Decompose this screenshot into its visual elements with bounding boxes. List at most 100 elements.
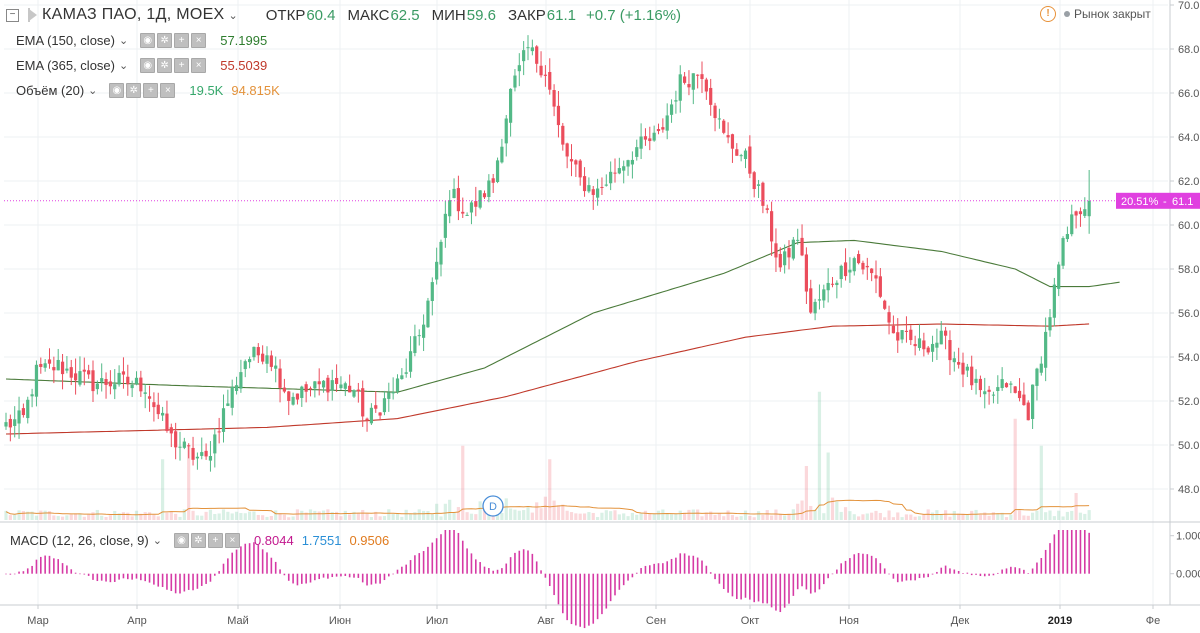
candle (717, 108, 721, 129)
volume-bar (1004, 517, 1009, 520)
symbol-title[interactable]: КАМАЗ ПАО, 1Д, MOEX (42, 6, 225, 23)
volume-bar (870, 512, 874, 520)
volume-bar (717, 513, 721, 520)
candle (13, 406, 17, 438)
gear-icon[interactable]: ✲ (126, 83, 142, 98)
candle-body (456, 188, 460, 212)
chevron-down-icon[interactable]: ⌄ (88, 85, 98, 97)
macd-bar (931, 573, 934, 575)
candle-body (843, 262, 848, 277)
volume-bar (643, 510, 648, 520)
candle-body (600, 186, 604, 188)
gear-icon[interactable]: ✲ (190, 533, 206, 548)
volume-bar (300, 510, 304, 520)
volume-bar (1083, 513, 1087, 520)
volume-bar (448, 499, 452, 520)
candle-body (200, 452, 204, 456)
candle (300, 385, 304, 407)
chevron-down-icon[interactable]: ⌄ (228, 9, 238, 22)
candle (874, 260, 878, 294)
macd-bar (688, 555, 690, 574)
volume-bar (152, 514, 156, 520)
volume-bar (239, 513, 243, 520)
candle (900, 329, 904, 344)
candle-body (1070, 214, 1074, 235)
volume-bar (339, 516, 343, 520)
macd-bar (849, 558, 851, 574)
candle (313, 380, 317, 398)
macd-bar (218, 571, 220, 574)
plus-icon[interactable]: + (174, 33, 190, 48)
gear-icon[interactable]: ✲ (157, 58, 173, 73)
candle-body (487, 180, 491, 197)
candle-body (1048, 317, 1052, 331)
eye-icon[interactable]: ◉ (140, 33, 156, 48)
indicator-ema150[interactable]: EMA (150, close) ⌄ ◉ ✲ + × 57.1995 (6, 33, 267, 48)
candle (174, 422, 178, 460)
chevron-down-icon[interactable]: ⌄ (119, 60, 129, 72)
indicator-name[interactable]: Объём (20) (16, 83, 85, 98)
candle (121, 357, 126, 389)
candle-body (617, 168, 621, 174)
volume-bar (1039, 445, 1043, 520)
candle-body (509, 88, 513, 123)
indicator-name[interactable]: EMA (150, close) (16, 33, 115, 48)
candle (265, 346, 269, 373)
macd-bar (788, 573, 790, 604)
candle-body (761, 182, 765, 206)
volume-bar (600, 512, 604, 520)
plus-icon[interactable]: + (207, 533, 223, 548)
candle (400, 368, 404, 380)
macd-bar (1049, 543, 1051, 574)
volume-bar (539, 508, 543, 520)
macd-bar (692, 555, 695, 574)
candle (156, 392, 160, 420)
candle-body (804, 254, 808, 292)
candle-body (313, 381, 317, 389)
volume-bar (161, 459, 165, 520)
indicator-ema365[interactable]: EMA (365, close) ⌄ ◉ ✲ + × 55.5039 (6, 58, 267, 73)
plus-icon[interactable]: + (174, 58, 190, 73)
volume-bar (348, 514, 352, 520)
candle (630, 151, 634, 179)
candle (100, 363, 104, 392)
chevron-down-icon[interactable]: ⌄ (152, 535, 162, 547)
candle (395, 374, 400, 394)
candle-body (743, 150, 748, 159)
price-tag-bg (1116, 192, 1200, 209)
flag-icon[interactable] (28, 8, 37, 22)
candle (430, 277, 434, 316)
volume-bar (887, 510, 891, 520)
eye-icon[interactable]: ◉ (140, 58, 156, 73)
candle (609, 161, 613, 191)
macd-bar (79, 573, 81, 575)
indicator-name[interactable]: MACD (12, 26, close, 9) (10, 533, 149, 548)
indicator-name[interactable]: EMA (365, close) (16, 58, 115, 73)
chevron-down-icon[interactable]: ⌄ (119, 35, 129, 47)
collapse-legend-button[interactable]: − (6, 8, 19, 22)
close-icon[interactable]: × (191, 58, 207, 73)
candle-body (857, 254, 861, 264)
candle-body (970, 366, 974, 386)
candle-body (278, 368, 282, 388)
volume-bar (165, 512, 169, 520)
eye-icon[interactable]: ◉ (173, 533, 189, 548)
close-icon[interactable]: × (191, 33, 207, 48)
close-icon[interactable]: × (224, 533, 240, 548)
macd-bar (166, 573, 168, 590)
close-icon[interactable]: × (160, 83, 176, 98)
macd-bar (305, 573, 307, 584)
macd-bar (287, 573, 290, 581)
candle (748, 135, 752, 179)
gear-icon[interactable]: ✲ (157, 33, 173, 48)
plus-icon[interactable]: + (143, 83, 159, 98)
candle (391, 377, 395, 400)
volume-bar (200, 515, 204, 520)
macd-bar (196, 573, 199, 589)
macd-bar (875, 558, 877, 574)
indicator-volume[interactable]: Объём (20) ⌄ ◉ ✲ + × 19.5K 94.815K (6, 83, 280, 98)
eye-icon[interactable]: ◉ (109, 83, 125, 98)
macd-bar (427, 546, 429, 574)
indicator-macd[interactable]: MACD (12, 26, close, 9) ⌄ ◉ ✲ + × 0.8044… (6, 533, 389, 548)
